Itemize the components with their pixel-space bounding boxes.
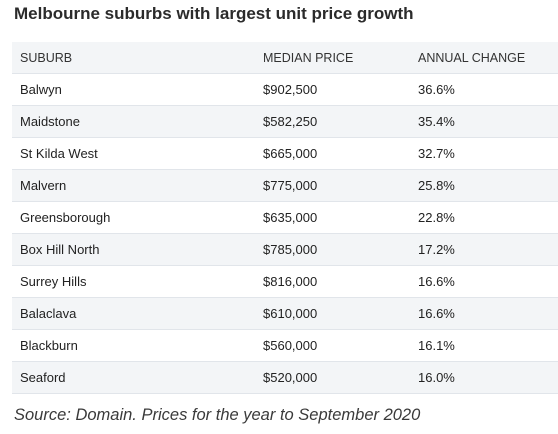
chart-title: Melbourne suburbs with largest unit pric… xyxy=(14,4,414,23)
table-row: Balaclava $610,000 16.6% xyxy=(12,297,558,330)
table-row: Blackburn $560,000 16.1% xyxy=(12,329,558,362)
annual-change-cell: 22.8% xyxy=(410,201,558,234)
suburb-cell: Seaford xyxy=(12,361,255,394)
annual-change-cell: 16.6% xyxy=(410,265,558,298)
annual-change-cell: 16.0% xyxy=(410,361,558,394)
median-price-cell: $560,000 xyxy=(255,329,410,362)
annual-change-cell: 17.2% xyxy=(410,233,558,266)
table-row: Surrey Hills $816,000 16.6% xyxy=(12,265,558,298)
suburb-cell: Box Hill North xyxy=(12,233,255,266)
suburb-cell: Greensborough xyxy=(12,201,255,234)
column-header-annual-change: ANNUAL CHANGE xyxy=(410,42,558,74)
column-header-median-price: MEDIAN PRICE xyxy=(255,42,410,74)
median-price-cell: $902,500 xyxy=(255,73,410,106)
table-row: Maidstone $582,250 35.4% xyxy=(12,105,558,138)
median-price-cell: $775,000 xyxy=(255,169,410,202)
annual-change-cell: 16.1% xyxy=(410,329,558,362)
suburb-cell: Blackburn xyxy=(12,329,255,362)
suburb-cell: St Kilda West xyxy=(12,137,255,170)
table-body: Balwyn $902,500 36.6% Maidstone $582,250 35.4… xyxy=(12,73,558,394)
suburb-cell: Surrey Hills xyxy=(12,265,255,298)
table-row: Greensborough $635,000 22.8% xyxy=(12,201,558,234)
suburb-cell: Malvern xyxy=(12,169,255,202)
table-row: Box Hill North $785,000 17.2% xyxy=(12,233,558,266)
table-row: Seaford $520,000 16.0% xyxy=(12,361,558,394)
annual-change-cell: 35.4% xyxy=(410,105,558,138)
median-price-cell: $816,000 xyxy=(255,265,410,298)
median-price-cell: $785,000 xyxy=(255,233,410,266)
annual-change-cell: 25.8% xyxy=(410,169,558,202)
median-price-cell: $610,000 xyxy=(255,297,410,330)
table-row: Malvern $775,000 25.8% xyxy=(12,169,558,202)
suburb-cell: Balaclava xyxy=(12,297,255,330)
table-header-row: SUBURB MEDIAN PRICE ANNUAL CHANGE xyxy=(12,42,558,74)
column-header-suburb: SUBURB xyxy=(12,42,255,74)
table-row: St Kilda West $665,000 32.7% xyxy=(12,137,558,170)
median-price-cell: $665,000 xyxy=(255,137,410,170)
price-growth-table: SUBURB MEDIAN PRICE ANNUAL CHANGE Balwyn… xyxy=(12,42,558,394)
annual-change-cell: 32.7% xyxy=(410,137,558,170)
table-row: Balwyn $902,500 36.6% xyxy=(12,73,558,106)
suburb-cell: Maidstone xyxy=(12,105,255,138)
median-price-cell: $635,000 xyxy=(255,201,410,234)
suburb-cell: Balwyn xyxy=(12,73,255,106)
source-note: Source: Domain. Prices for the year to S… xyxy=(14,406,421,424)
median-price-cell: $582,250 xyxy=(255,105,410,138)
annual-change-cell: 36.6% xyxy=(410,73,558,106)
median-price-cell: $520,000 xyxy=(255,361,410,394)
annual-change-cell: 16.6% xyxy=(410,297,558,330)
